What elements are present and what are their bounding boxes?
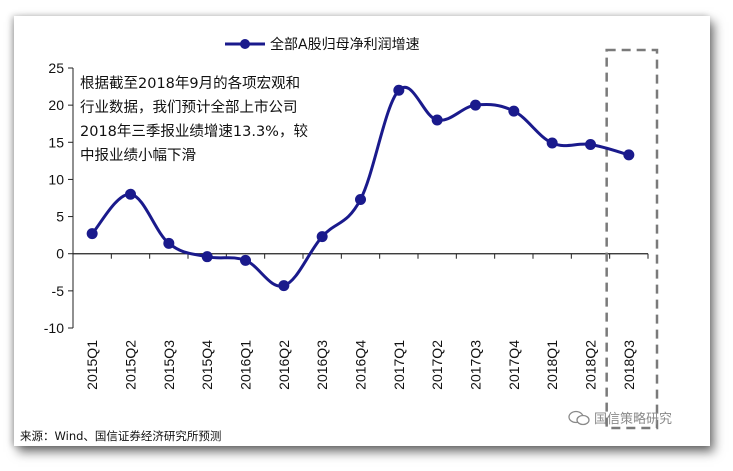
x-tick-label: 2016Q4 (353, 340, 369, 390)
x-tick-label: 2018Q2 (583, 340, 599, 390)
y-tick-label: -10 (44, 320, 64, 336)
x-tick-label: 2015Q1 (84, 340, 100, 390)
data-point (278, 280, 290, 292)
x-tick-label: 2017Q4 (506, 340, 522, 390)
chart-legend: 全部A股归母净利润增速 (225, 36, 420, 53)
annotation-line-2: 行业数据，我们预计全部上市公司 (80, 100, 298, 116)
chart-annotation: 根据截至2018年9月的各项宏观和 行业数据，我们预计全部上市公司 2018年三… (80, 72, 390, 168)
x-tick-label: 2018Q1 (544, 340, 560, 390)
x-tick-label: 2017Q1 (391, 340, 407, 390)
chart-series (86, 84, 635, 292)
y-tick-label: 10 (48, 171, 64, 187)
x-tick-label: 2016Q3 (314, 340, 330, 390)
y-tick-label: -5 (52, 283, 65, 299)
data-point (470, 99, 481, 111)
data-point (240, 254, 251, 266)
highlight-rect (605, 48, 659, 430)
y-tick-label: 15 (48, 134, 64, 150)
x-tick-label: 2016Q2 (276, 340, 292, 390)
y-tick-label: 25 (48, 60, 64, 76)
annotation-line-1: 根据截至2018年9月的各项宏观和 (80, 76, 301, 92)
data-point (431, 114, 443, 126)
chart-card (14, 16, 710, 446)
data-point (508, 105, 520, 117)
legend-label: 全部A股归母净利润增速 (270, 36, 420, 53)
x-tick-label: 2017Q2 (429, 340, 445, 390)
data-point (125, 188, 136, 200)
data-point (86, 228, 98, 240)
source-note: 来源：Wind、国信证券经济研究所预测 (20, 429, 222, 443)
x-tick-label: 2015Q3 (161, 340, 177, 390)
data-point (393, 84, 405, 96)
x-tick-label: 2015Q4 (199, 340, 215, 390)
watermark-text: 国信策略研究 (594, 412, 673, 427)
x-tick-label: 2018Q3 (621, 340, 637, 390)
x-tick-label: 2017Q3 (468, 340, 484, 390)
data-point (585, 139, 596, 151)
y-tick-label: 5 (56, 209, 64, 225)
x-tick-label: 2015Q2 (123, 340, 139, 390)
data-point (546, 137, 558, 149)
data-point (355, 193, 366, 205)
y-tick-label: 20 (48, 97, 64, 113)
wechat-icon (568, 410, 590, 425)
watermark: 国信策略研究 (568, 408, 672, 427)
y-tick-label: 0 (56, 246, 64, 262)
chart-axes: 25 20 15 10 5 0 -5 -10 2015Q1 2015Q2 2015Q3 2015Q4 2… (44, 60, 649, 390)
data-point (623, 149, 635, 161)
legend-marker (240, 39, 250, 49)
forecast-highlight-box (605, 48, 659, 430)
annotation-line-3: 2018年三季报业绩增速13.3%，较 (80, 124, 308, 140)
x-tick-label: 2016Q1 (238, 340, 254, 390)
data-point (316, 231, 328, 243)
data-point (201, 251, 213, 263)
annotation-line-4: 中报业绩小幅下滑 (80, 148, 196, 164)
data-point (163, 237, 175, 249)
